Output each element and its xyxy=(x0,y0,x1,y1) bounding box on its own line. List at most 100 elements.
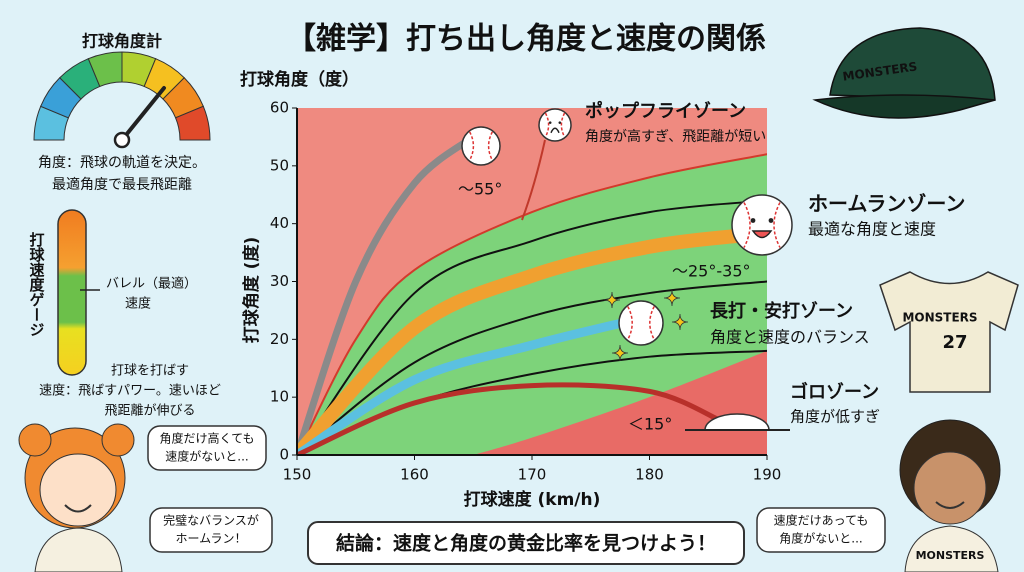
trajectory-line xyxy=(297,280,767,455)
girl-smile xyxy=(64,504,92,513)
jersey xyxy=(879,271,1019,393)
y-tick-label: 10 xyxy=(270,388,289,406)
annotation: ホームランゾーン xyxy=(808,192,965,216)
annotation: 角度と速度のバランス xyxy=(710,328,870,347)
trajectory-line xyxy=(297,199,767,455)
x-tick-label: 170 xyxy=(518,466,547,484)
trajectory-line xyxy=(297,133,477,455)
annotation: ゴロゾーン xyxy=(790,381,879,403)
page-title: 【雑学】打ち出し角度と速度の関係 xyxy=(286,22,766,57)
cap-crown xyxy=(829,27,996,101)
ball-mouth xyxy=(550,127,560,134)
speed-bar xyxy=(57,209,87,376)
ball-seam xyxy=(487,131,494,161)
boy-face xyxy=(913,451,987,525)
ball-seam xyxy=(773,202,781,248)
speed-low: 打球を打ばす xyxy=(111,364,189,379)
ball-seam xyxy=(743,202,751,248)
speech-bubble xyxy=(756,507,886,553)
ball-seam xyxy=(627,306,633,340)
sparkle xyxy=(611,344,629,362)
bubble-text: 完璧なバランスが xyxy=(163,513,259,528)
y-tick-label: 40 xyxy=(270,214,289,232)
annotation: 〜25°-35° xyxy=(672,262,751,281)
ball-seam xyxy=(468,131,475,161)
callout-line xyxy=(521,139,546,221)
bubble-text: 角度だけ高くても xyxy=(159,431,254,446)
ball xyxy=(618,300,664,346)
girl-face xyxy=(39,453,117,527)
plot-area xyxy=(297,108,767,455)
meter-desc: 角度：飛球の軌道を決定。 xyxy=(38,155,206,171)
annotation: 角度が低すぎ xyxy=(790,408,880,426)
girl-body xyxy=(34,527,123,572)
sparkle xyxy=(603,291,621,309)
x-tick-label: 160 xyxy=(400,466,429,484)
y-axis-label-top: 打球角度（度） xyxy=(240,69,359,90)
barrel-label: バレル（最適） xyxy=(106,276,197,292)
jersey-number: 27 xyxy=(942,332,967,353)
barrel-label: 速度 xyxy=(125,296,151,312)
x-tick-label: 150 xyxy=(283,466,312,484)
conclusion: 結論：速度と角度の黄金比率を見つけよう！ xyxy=(336,532,716,555)
trajectory-line xyxy=(297,382,723,455)
ball-seam xyxy=(649,306,655,340)
ball-mouth xyxy=(751,230,773,239)
ground-ball xyxy=(704,413,770,431)
foreground: 150 160 170 180 190 0 10 20 30 40 50 60 打球速度 (km/h) 打… xyxy=(18,27,1019,572)
annotation: ＜15° xyxy=(628,415,672,434)
annotation: 〜55° xyxy=(458,180,502,199)
ball-seam xyxy=(560,112,566,138)
boy-smile xyxy=(935,501,965,509)
y-axis-label: 打球角度 (度) xyxy=(241,237,262,343)
annotation: 角度が高すぎ、飛距離が短い xyxy=(585,128,766,145)
boy-body xyxy=(904,525,999,572)
y-tick-label: 20 xyxy=(270,330,289,348)
cap-brim xyxy=(812,94,996,119)
annotation: ポップフライゾーン xyxy=(585,100,746,122)
trajectory-line xyxy=(297,228,751,455)
y-tick-label: 60 xyxy=(270,99,289,117)
meter-needle xyxy=(120,86,166,142)
meter-title: 打球角度計 xyxy=(82,32,162,51)
sparkle xyxy=(671,313,689,331)
girl-bun xyxy=(18,423,52,457)
sparkle xyxy=(663,289,681,307)
y-tick-label: 30 xyxy=(270,272,289,290)
speech-bubble xyxy=(149,507,273,553)
x-tick-label: 180 xyxy=(635,466,664,484)
girl-bun xyxy=(101,423,135,457)
zone-area xyxy=(473,350,767,455)
annotation: 最適な角度と速度 xyxy=(808,220,936,239)
ball-eye xyxy=(750,218,756,223)
ball-eye xyxy=(768,218,774,223)
trajectory-line xyxy=(297,317,631,455)
bubble-text: 速度だけあっても xyxy=(774,513,869,528)
speed-desc: 速度：飛ばすパワー。速いほど xyxy=(39,383,221,399)
shirt-text: MONSTERS xyxy=(916,549,985,562)
ball-eye xyxy=(548,121,552,124)
x-tick-label: 190 xyxy=(753,466,782,484)
ball xyxy=(461,126,501,166)
speech-bubble xyxy=(147,425,267,471)
bubble-text: 速度がないと... xyxy=(165,449,248,464)
annotation: 長打・安打ゾーン xyxy=(710,300,853,322)
x-axis-label: 打球速度 (km/h) xyxy=(464,489,601,510)
bubble-text: ホームラン！ xyxy=(175,532,246,546)
trajectory-line xyxy=(297,153,767,455)
speed-desc: 飛距離が伸びる xyxy=(104,404,195,419)
speed-title: 打球速度ゲージ xyxy=(28,231,46,337)
bubble-text: 角度がないと... xyxy=(779,531,862,546)
ball xyxy=(731,194,793,256)
ball-eye xyxy=(558,121,562,124)
y-tick-label: 50 xyxy=(270,156,289,174)
meter-hub xyxy=(113,131,131,149)
jersey-text: MONSTERS xyxy=(902,311,977,325)
meter-segment xyxy=(174,105,211,141)
meter-desc: 最適角度で最長飛距離 xyxy=(52,176,192,193)
conclusion-box xyxy=(307,521,745,565)
ball-seam xyxy=(544,112,550,138)
y-tick-label: 0 xyxy=(279,446,289,464)
ball xyxy=(538,108,572,142)
